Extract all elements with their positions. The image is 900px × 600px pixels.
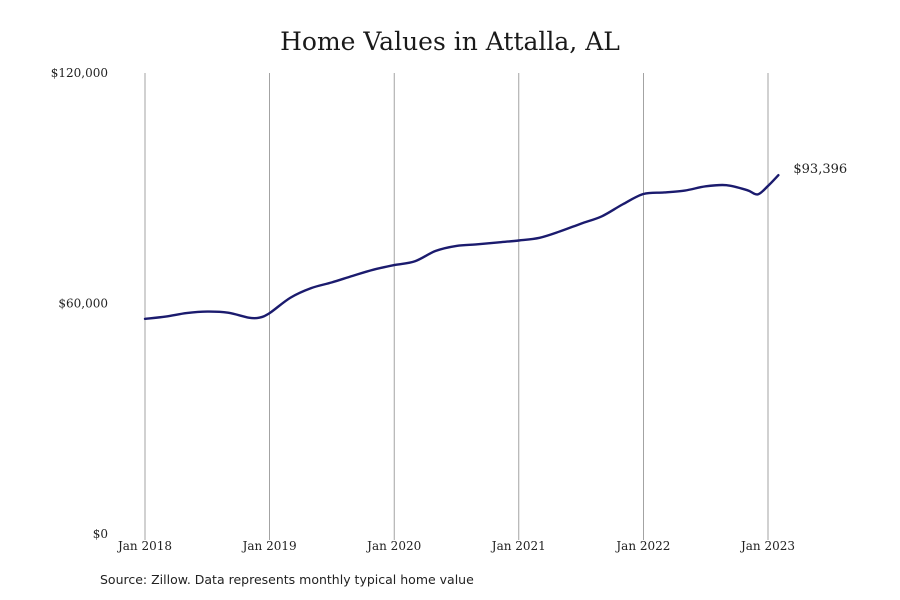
y-tick-label-1: $60,000 bbox=[58, 297, 108, 311]
gridlines bbox=[144, 73, 769, 540]
chart-title: Home Values in Attalla, AL bbox=[280, 27, 620, 56]
source-note: Source: Zillow. Data represents monthly … bbox=[100, 572, 474, 587]
x-tick-label-1: Jan 2019 bbox=[241, 539, 297, 553]
x-tick-label-3: Jan 2021 bbox=[490, 539, 546, 553]
x-tick-label-2: Jan 2020 bbox=[365, 539, 421, 553]
y-tick-label-0: $0 bbox=[93, 527, 108, 541]
series-line bbox=[143, 174, 780, 321]
series-layer: $93,396 bbox=[143, 162, 847, 321]
x-axis: Jan 2018 Jan 2019 Jan 2020 Jan 2021 Jan 2022… bbox=[116, 539, 795, 553]
y-axis: $0 $60,000 $120,000 bbox=[51, 66, 108, 541]
end-value-label: $93,396 bbox=[793, 162, 847, 177]
x-tick-label-4: Jan 2022 bbox=[614, 539, 670, 553]
x-tick-label-0: Jan 2018 bbox=[116, 539, 172, 553]
x-tick-label-5: Jan 2023 bbox=[739, 539, 795, 553]
y-tick-label-2: $120,000 bbox=[51, 66, 108, 80]
